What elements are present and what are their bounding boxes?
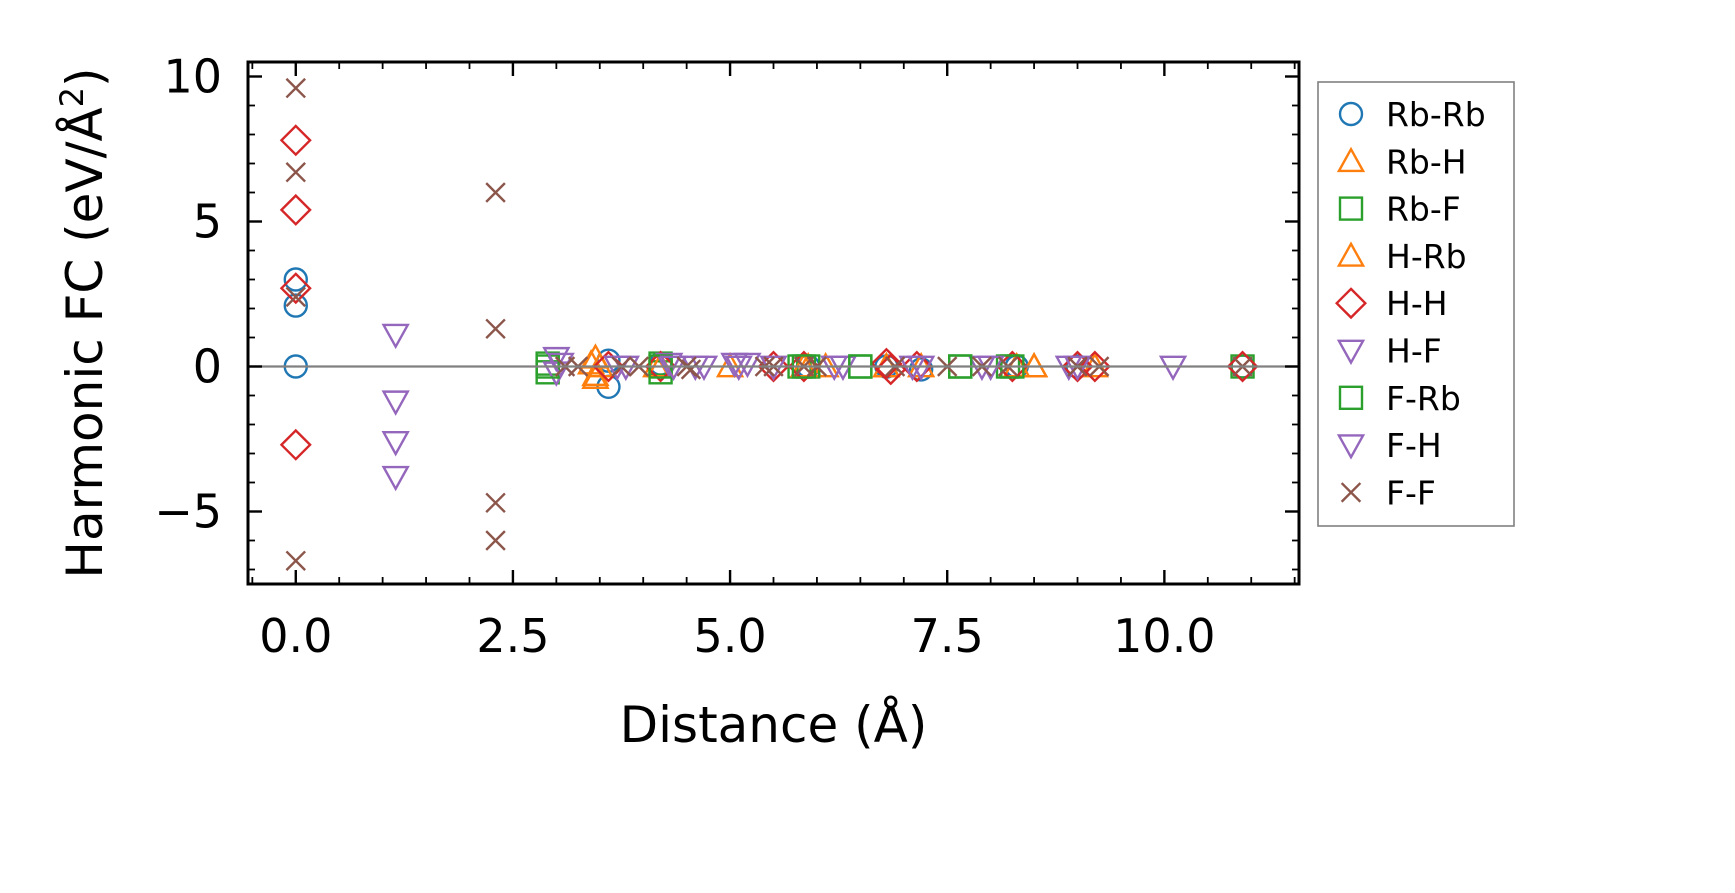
x-tick-label: 10.0 (1113, 609, 1215, 663)
axis-tick-labels: 0.0 2.5 5.0 7.5 10.0 −5 0 5 10 (154, 50, 1215, 664)
y-axis-title: Harmonic FC (eV/Å2) (53, 67, 114, 578)
data-point (715, 351, 745, 378)
legend-marker (1336, 241, 1366, 267)
data-point (724, 355, 753, 382)
y-axis-title-superscript: 2 (53, 87, 91, 107)
series-f-f (285, 77, 1253, 571)
plot-area-frame (246, 60, 1301, 586)
data-point (285, 286, 306, 308)
x-axis-title: Distance (Å) (620, 696, 928, 754)
legend-label: Rb-F (1386, 190, 1461, 229)
data-point (285, 77, 306, 99)
data-point (733, 352, 762, 379)
legend-label: F-H (1386, 426, 1442, 465)
data-point (789, 351, 819, 378)
data-point (1226, 350, 1259, 383)
data-point (659, 355, 688, 382)
data-point (1019, 351, 1049, 378)
data-point (581, 363, 610, 389)
legend-label: H-H (1386, 284, 1448, 323)
data-point (644, 350, 677, 383)
legend-box (1317, 81, 1515, 527)
y-tick-label: −5 (154, 485, 222, 539)
data-point (381, 390, 410, 416)
data-point (900, 350, 933, 383)
data-point (1158, 355, 1188, 382)
series-h-h (279, 124, 1259, 461)
series-h-f (381, 323, 1188, 492)
legend-marker (1336, 434, 1366, 460)
legend-marker (1336, 339, 1366, 366)
legend-label: H-F (1386, 332, 1442, 371)
x-tick-label: 0.0 (259, 609, 332, 663)
data-points-layer (279, 77, 1259, 571)
data-point (381, 323, 410, 350)
legend: Rb-Rb Rb-H Rb-F H-Rb H-H H-F F-Rb F-H F-F (1317, 81, 1515, 527)
data-point (283, 293, 308, 318)
data-point (485, 530, 506, 551)
legend-marker (1340, 482, 1362, 503)
data-point (680, 359, 702, 380)
legend-label: F-Rb (1386, 379, 1461, 418)
legend-label: H-Rb (1386, 237, 1467, 276)
data-point (907, 355, 936, 382)
data-point (874, 353, 907, 386)
y-tick-label: 10 (163, 50, 222, 104)
legend-label: F-F (1386, 473, 1436, 512)
legend-marker (1336, 146, 1366, 173)
data-point (820, 355, 849, 382)
data-point (381, 431, 410, 457)
legend-label: Rb-H (1386, 142, 1467, 181)
data-point (655, 352, 684, 379)
data-point (1063, 355, 1092, 382)
legend-marker (1338, 101, 1364, 127)
data-point (285, 162, 306, 183)
data-point (279, 124, 312, 157)
legend-marker (1338, 196, 1364, 221)
data-point (285, 550, 306, 571)
data-point (381, 465, 410, 492)
data-point (279, 193, 312, 226)
x-tick-label: 5.0 (693, 609, 766, 663)
data-point (485, 318, 506, 339)
y-axis-title-base: Harmonic FC (eV/Å (56, 107, 114, 578)
data-point (279, 428, 312, 461)
data-point (485, 182, 506, 203)
y-tick-label: 0 (193, 340, 222, 394)
data-point (485, 492, 506, 513)
x-tick-label: 7.5 (911, 609, 984, 663)
legend-marker (1338, 385, 1364, 410)
legend-marker (1335, 287, 1367, 320)
y-axis-title-close: ) (56, 67, 114, 87)
axis-ticks (248, 62, 1299, 584)
legend-label: Rb-Rb (1386, 95, 1486, 134)
series-rb-rb (283, 267, 1255, 399)
data-point (283, 267, 308, 292)
x-tick-label: 2.5 (476, 609, 549, 663)
y-tick-label: 5 (193, 195, 222, 249)
data-point (279, 272, 312, 305)
